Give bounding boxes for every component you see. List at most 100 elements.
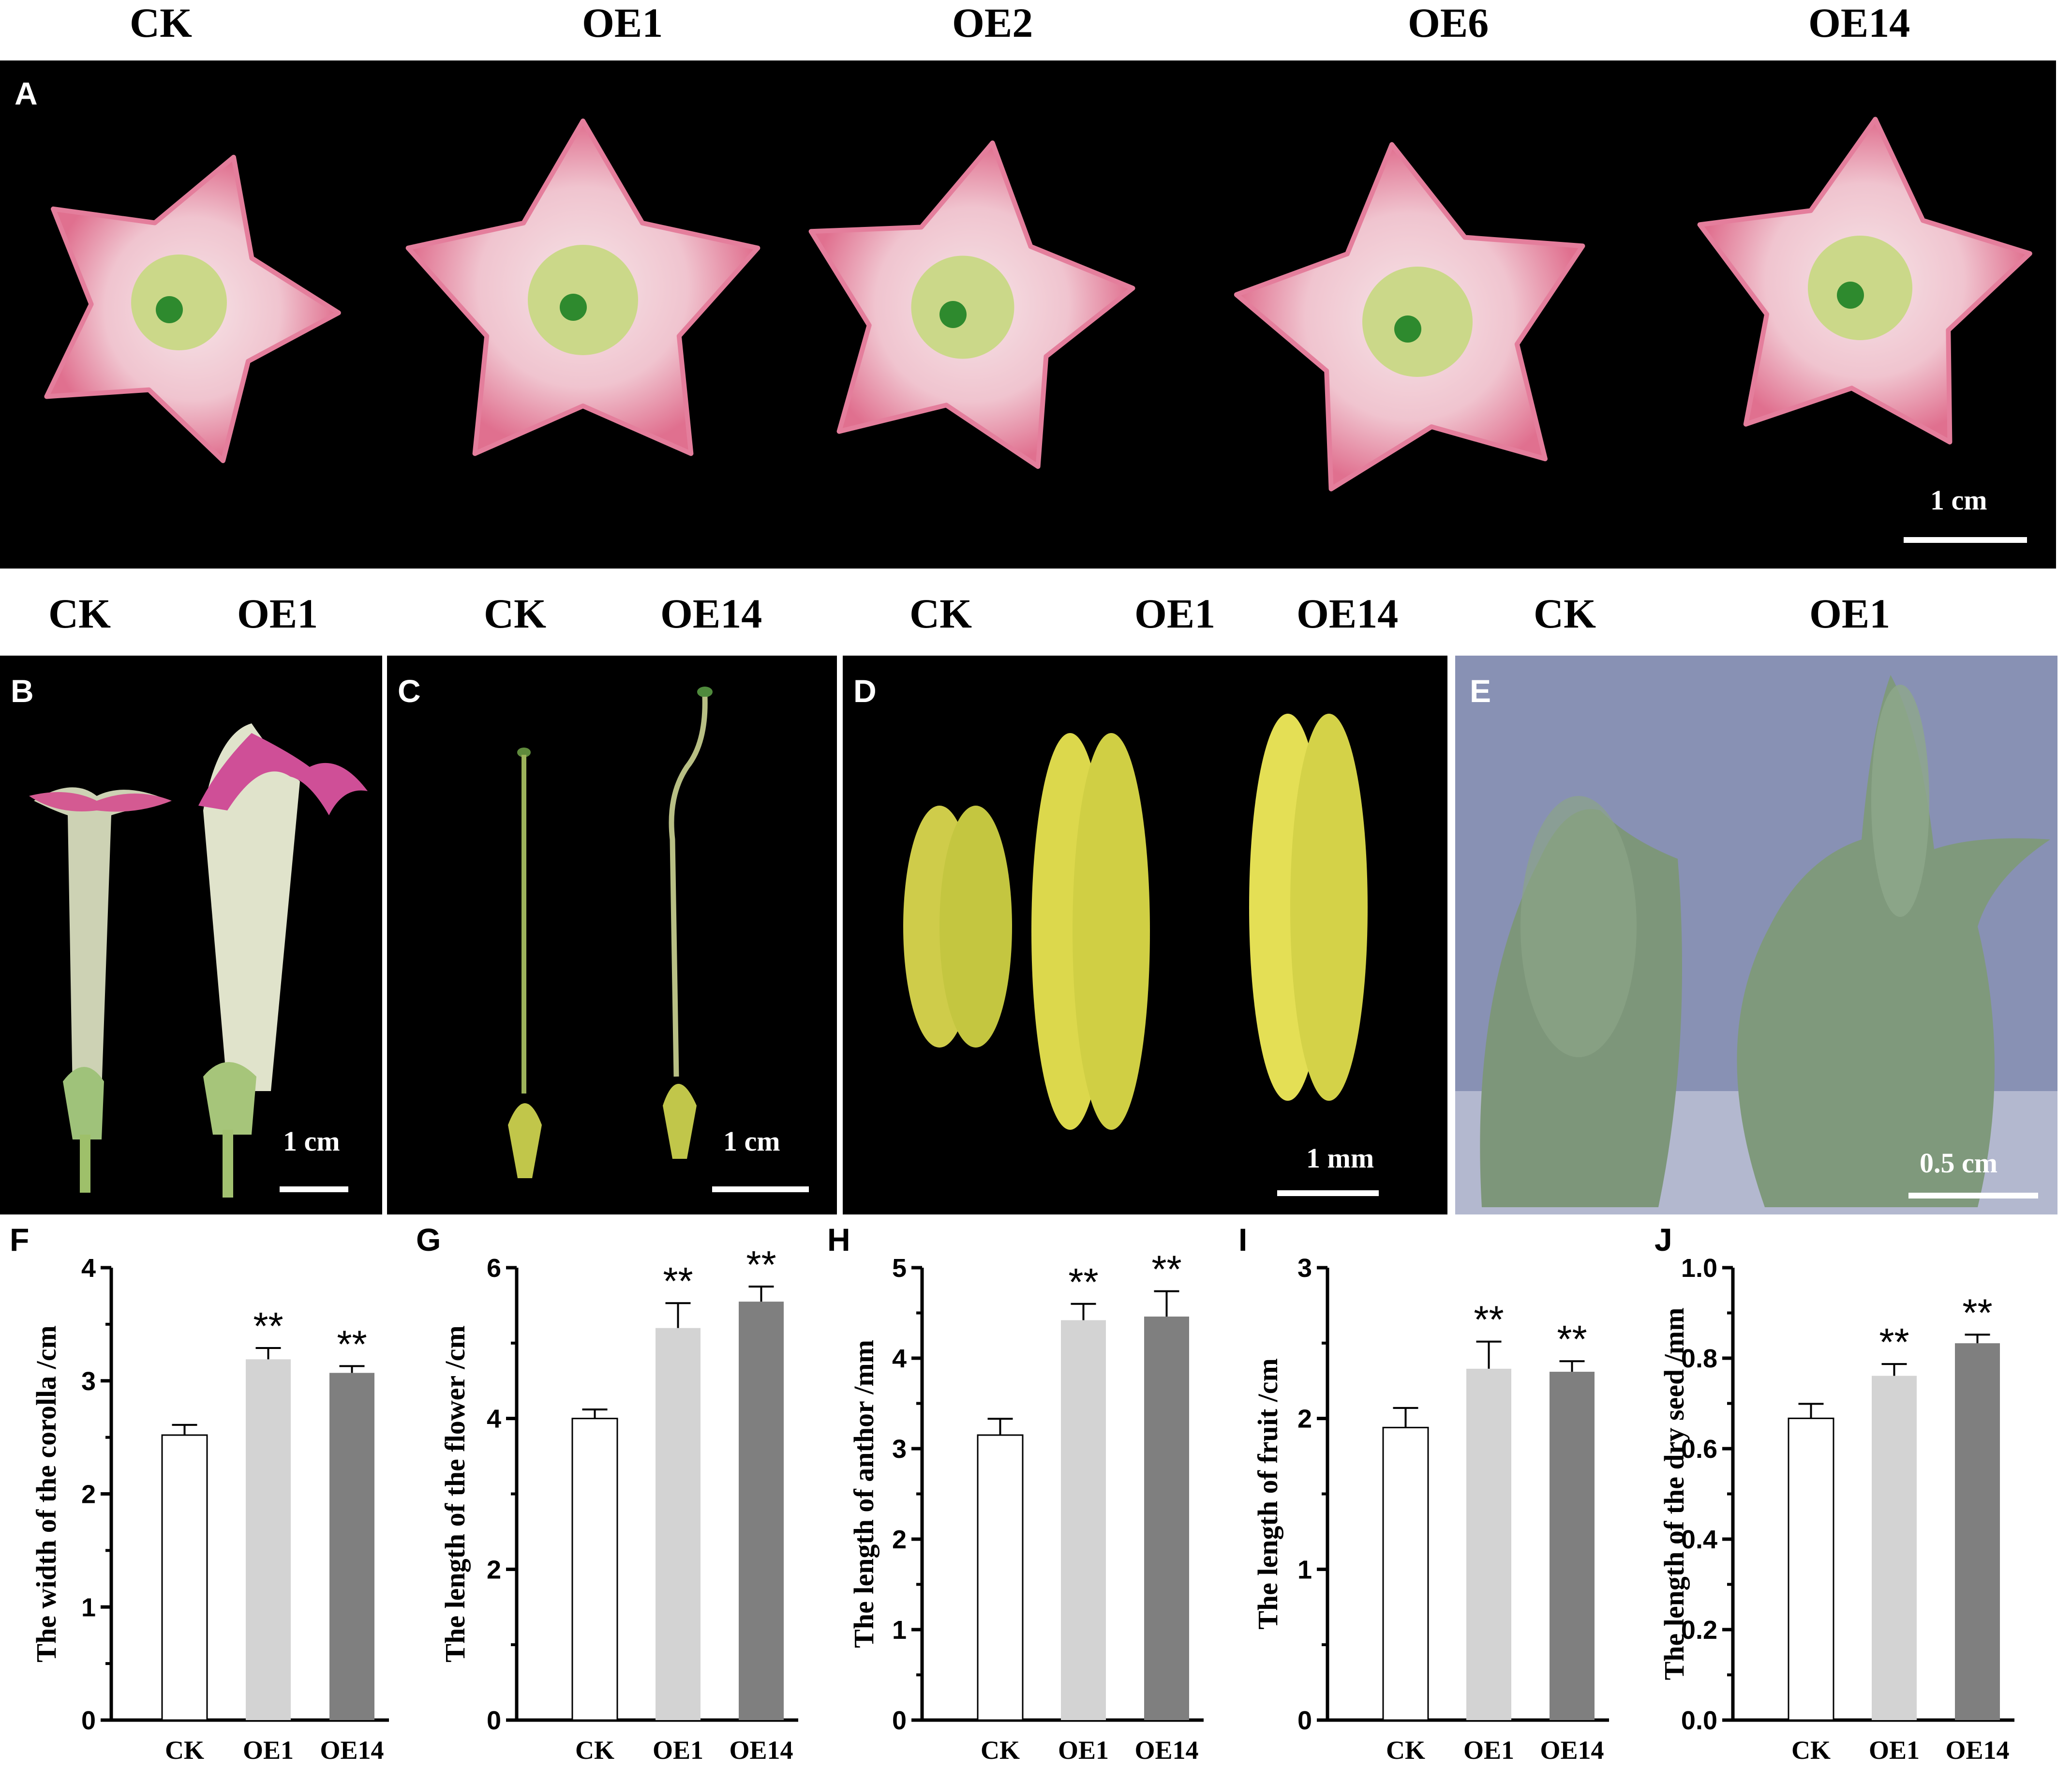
y-axis-label: The length of the dry seed /mm xyxy=(1658,1307,1690,1680)
x-tick-label: CK xyxy=(1791,1736,1831,1765)
significance-marker: ** xyxy=(1557,1318,1587,1361)
panel-e-scale-text: 0.5 cm xyxy=(1920,1147,1998,1179)
y-tick-label: 0 xyxy=(81,1706,96,1735)
x-tick-label: CK xyxy=(1386,1736,1425,1765)
panel-b-scale-bar xyxy=(280,1186,348,1192)
panel-d-label-oe14: OE14 xyxy=(1297,590,1399,637)
panel-a-label-ck: CK xyxy=(130,0,192,46)
y-tick-label: 0.0 xyxy=(1681,1706,1717,1735)
x-tick-label: OE1 xyxy=(1463,1736,1514,1765)
y-tick-label: 0 xyxy=(892,1706,907,1735)
panel-b-scale-text: 1 cm xyxy=(283,1125,340,1157)
panel-d-label-oe1: OE1 xyxy=(1134,590,1216,637)
significance-marker: ** xyxy=(746,1243,776,1286)
x-tick-label: OE14 xyxy=(729,1736,793,1765)
y-tick-label: 4 xyxy=(487,1405,501,1434)
bar-oe1 xyxy=(246,1359,291,1720)
significance-marker: ** xyxy=(1068,1260,1098,1304)
panel-d-photo: D 1 mm xyxy=(843,656,1447,1214)
y-tick-label: 4 xyxy=(892,1344,907,1373)
bar-ck xyxy=(1788,1417,1834,1721)
panel-b-photo: B 1 cm xyxy=(0,656,382,1214)
y-tick-label: 5 xyxy=(892,1254,907,1283)
panel-d-scale-text: 1 mm xyxy=(1306,1142,1374,1174)
bar-oe14 xyxy=(1955,1343,2000,1720)
panel-d-letter: D xyxy=(853,673,877,709)
panel-d-scale-bar xyxy=(1277,1190,1379,1196)
panel-a-photo: A 1 cm xyxy=(0,60,2056,569)
y-axis-label: The width of the corolla /cm xyxy=(30,1325,62,1662)
bar-oe14 xyxy=(329,1373,374,1720)
flower-side-illustration xyxy=(29,723,368,1198)
panel-a-label-oe6: OE6 xyxy=(1408,0,1489,46)
bar-oe1 xyxy=(1466,1368,1511,1720)
x-tick-label: OE14 xyxy=(1945,1736,2009,1765)
significance-marker: ** xyxy=(1151,1248,1181,1291)
y-tick-label: 0.4 xyxy=(1681,1525,1717,1554)
y-tick-label: 3 xyxy=(892,1435,907,1464)
panel-c-scale-text: 1 cm xyxy=(723,1125,780,1157)
panel-e-label-ck: CK xyxy=(1534,590,1596,637)
bar-ck xyxy=(161,1434,208,1721)
x-tick-label: OE14 xyxy=(1134,1736,1198,1765)
panel-b-letter: B xyxy=(11,673,34,709)
x-tick-label: OE14 xyxy=(1540,1736,1604,1765)
panel-b-label-oe1: OE1 xyxy=(237,590,318,637)
y-tick-label: 1 xyxy=(81,1593,96,1622)
bar-oe14 xyxy=(1144,1316,1189,1720)
significance-marker: ** xyxy=(337,1322,367,1365)
fruit-illustration xyxy=(1455,675,2057,1214)
flower-stigma-1 xyxy=(560,294,587,321)
flower-photo-illustration xyxy=(44,117,2032,492)
y-tick-label: 0.8 xyxy=(1681,1344,1717,1373)
chart-letter: F xyxy=(10,1222,29,1258)
bar-ck xyxy=(1382,1426,1429,1721)
panel-b-label-ck: CK xyxy=(48,590,111,637)
panel-c-label-oe14: OE14 xyxy=(660,590,762,637)
bar-ck xyxy=(571,1418,618,1721)
y-tick-label: 6 xyxy=(487,1254,501,1283)
panel-c-scale-bar xyxy=(712,1186,809,1192)
chart-g: G The length of the flower /cm 0 2 4 6 CK ** OE1… xyxy=(416,1222,798,1765)
y-axis-label: The length of fruit /cm xyxy=(1252,1358,1283,1630)
flower-stigma-0 xyxy=(156,296,183,323)
flower-stigma-3 xyxy=(1394,315,1421,343)
y-tick-label: 0 xyxy=(487,1706,501,1735)
significance-marker: ** xyxy=(1962,1291,1992,1334)
chart-j: J The length of the dry seed /mm 0.0 0.2 0.4… xyxy=(1655,1222,2014,1765)
pistil-illustration xyxy=(508,687,713,1178)
y-tick-label: 1.0 xyxy=(1681,1254,1717,1283)
significance-marker: ** xyxy=(663,1259,693,1303)
y-tick-label: 3 xyxy=(1297,1254,1312,1283)
y-tick-label: 2 xyxy=(487,1555,501,1584)
significance-marker: ** xyxy=(253,1304,283,1348)
chart-h: H The length of anthor /mm 0 1 2 3 4 5 CK ** OE1 **… xyxy=(827,1222,1204,1765)
y-tick-label: 1 xyxy=(892,1616,907,1645)
y-tick-label: 0.6 xyxy=(1681,1435,1717,1464)
panel-a-letter: A xyxy=(15,75,38,111)
bar-oe1 xyxy=(1872,1376,1917,1720)
x-tick-label: OE1 xyxy=(1058,1736,1109,1765)
bar-charts: F The width of the corolla /cm 0 1 2 3 4 CK ** OE… xyxy=(10,1222,2014,1765)
x-tick-label: OE1 xyxy=(1869,1736,1920,1765)
chart-letter: J xyxy=(1655,1222,1672,1258)
panel-a-label-oe14: OE14 xyxy=(1808,0,1910,46)
chart-i: I The length of fruit /cm 0 1 2 3 CK ** OE1 ** OE1… xyxy=(1238,1222,1609,1765)
y-tick-label: 0 xyxy=(1297,1706,1312,1735)
x-tick-label: CK xyxy=(981,1736,1020,1765)
panel-c-label-ck: CK xyxy=(484,590,546,637)
panel-d-label-ck: CK xyxy=(909,590,972,637)
y-tick-label: 2 xyxy=(81,1480,96,1509)
significance-marker: ** xyxy=(1474,1298,1504,1341)
panel-e-scale-bar xyxy=(1908,1193,2038,1199)
panel-c-letter: C xyxy=(398,673,421,709)
y-tick-label: 3 xyxy=(81,1367,96,1396)
y-axis-label: The length of anthor /mm xyxy=(848,1340,879,1648)
y-tick-label: 0.2 xyxy=(1681,1616,1717,1645)
x-tick-label: OE1 xyxy=(653,1736,703,1765)
significance-marker: ** xyxy=(1879,1320,1909,1363)
panel-e-photo: E 0.5 cm xyxy=(1455,656,2057,1214)
y-tick-label: 4 xyxy=(81,1254,96,1283)
chart-letter: H xyxy=(827,1222,850,1258)
chart-f: F The width of the corolla /cm 0 1 2 3 4 CK ** OE… xyxy=(10,1222,389,1765)
